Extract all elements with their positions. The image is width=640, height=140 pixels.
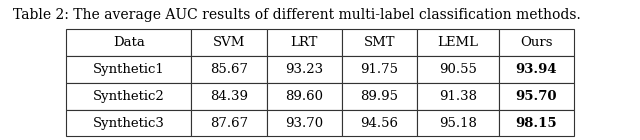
Text: Table 2: The average AUC results of different multi-label classification methods: Table 2: The average AUC results of diff… [13,8,580,22]
